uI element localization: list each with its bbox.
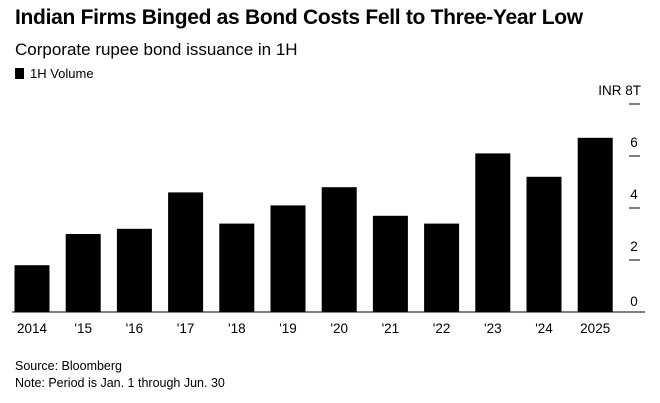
chart-title: Indian Firms Binged as Bond Costs Fell t… bbox=[15, 6, 583, 29]
bar-21 bbox=[372, 215, 408, 312]
legend: 1H Volume bbox=[15, 66, 94, 81]
source-note: Source: Bloomberg bbox=[15, 359, 123, 373]
chart-subtitle: Corporate rupee bond issuance in 1H bbox=[15, 40, 298, 59]
period-note: Note: Period is Jan. 1 through Jun. 30 bbox=[15, 376, 225, 390]
legend-label: 1H Volume bbox=[30, 66, 94, 81]
y-tick-label: 2 bbox=[630, 239, 638, 254]
x-tick-label: '15 bbox=[74, 321, 92, 336]
x-tick-label: '22 bbox=[433, 321, 451, 336]
x-tick-label: '18 bbox=[228, 321, 246, 336]
bar-20 bbox=[321, 187, 357, 312]
x-tick-label: '24 bbox=[535, 321, 553, 336]
x-tick-label: '23 bbox=[484, 321, 502, 336]
bar-2025 bbox=[577, 137, 613, 312]
x-tick-label: '20 bbox=[330, 321, 348, 336]
y-tick-label: 0 bbox=[630, 294, 638, 309]
y-tick-label: 4 bbox=[630, 187, 638, 202]
bar-19 bbox=[270, 205, 306, 312]
y-tick-label: INR 8T bbox=[598, 83, 641, 98]
x-tick-label: '19 bbox=[279, 321, 297, 336]
x-tick-label: 2014 bbox=[17, 321, 48, 336]
y-tick-label: 6 bbox=[630, 135, 638, 150]
bar-15 bbox=[65, 234, 101, 312]
bar-23 bbox=[475, 153, 511, 312]
bar-2014 bbox=[14, 265, 50, 312]
x-tick-label: 2025 bbox=[580, 321, 610, 336]
bar-24 bbox=[526, 176, 562, 312]
legend-swatch bbox=[15, 68, 24, 79]
bar-17 bbox=[168, 192, 204, 312]
x-tick-label: '17 bbox=[177, 321, 195, 336]
bar-22 bbox=[424, 223, 460, 312]
x-tick-label: '21 bbox=[382, 321, 400, 336]
bar-18 bbox=[219, 223, 255, 312]
x-tick-label: '16 bbox=[126, 321, 144, 336]
bar-16 bbox=[116, 228, 152, 312]
